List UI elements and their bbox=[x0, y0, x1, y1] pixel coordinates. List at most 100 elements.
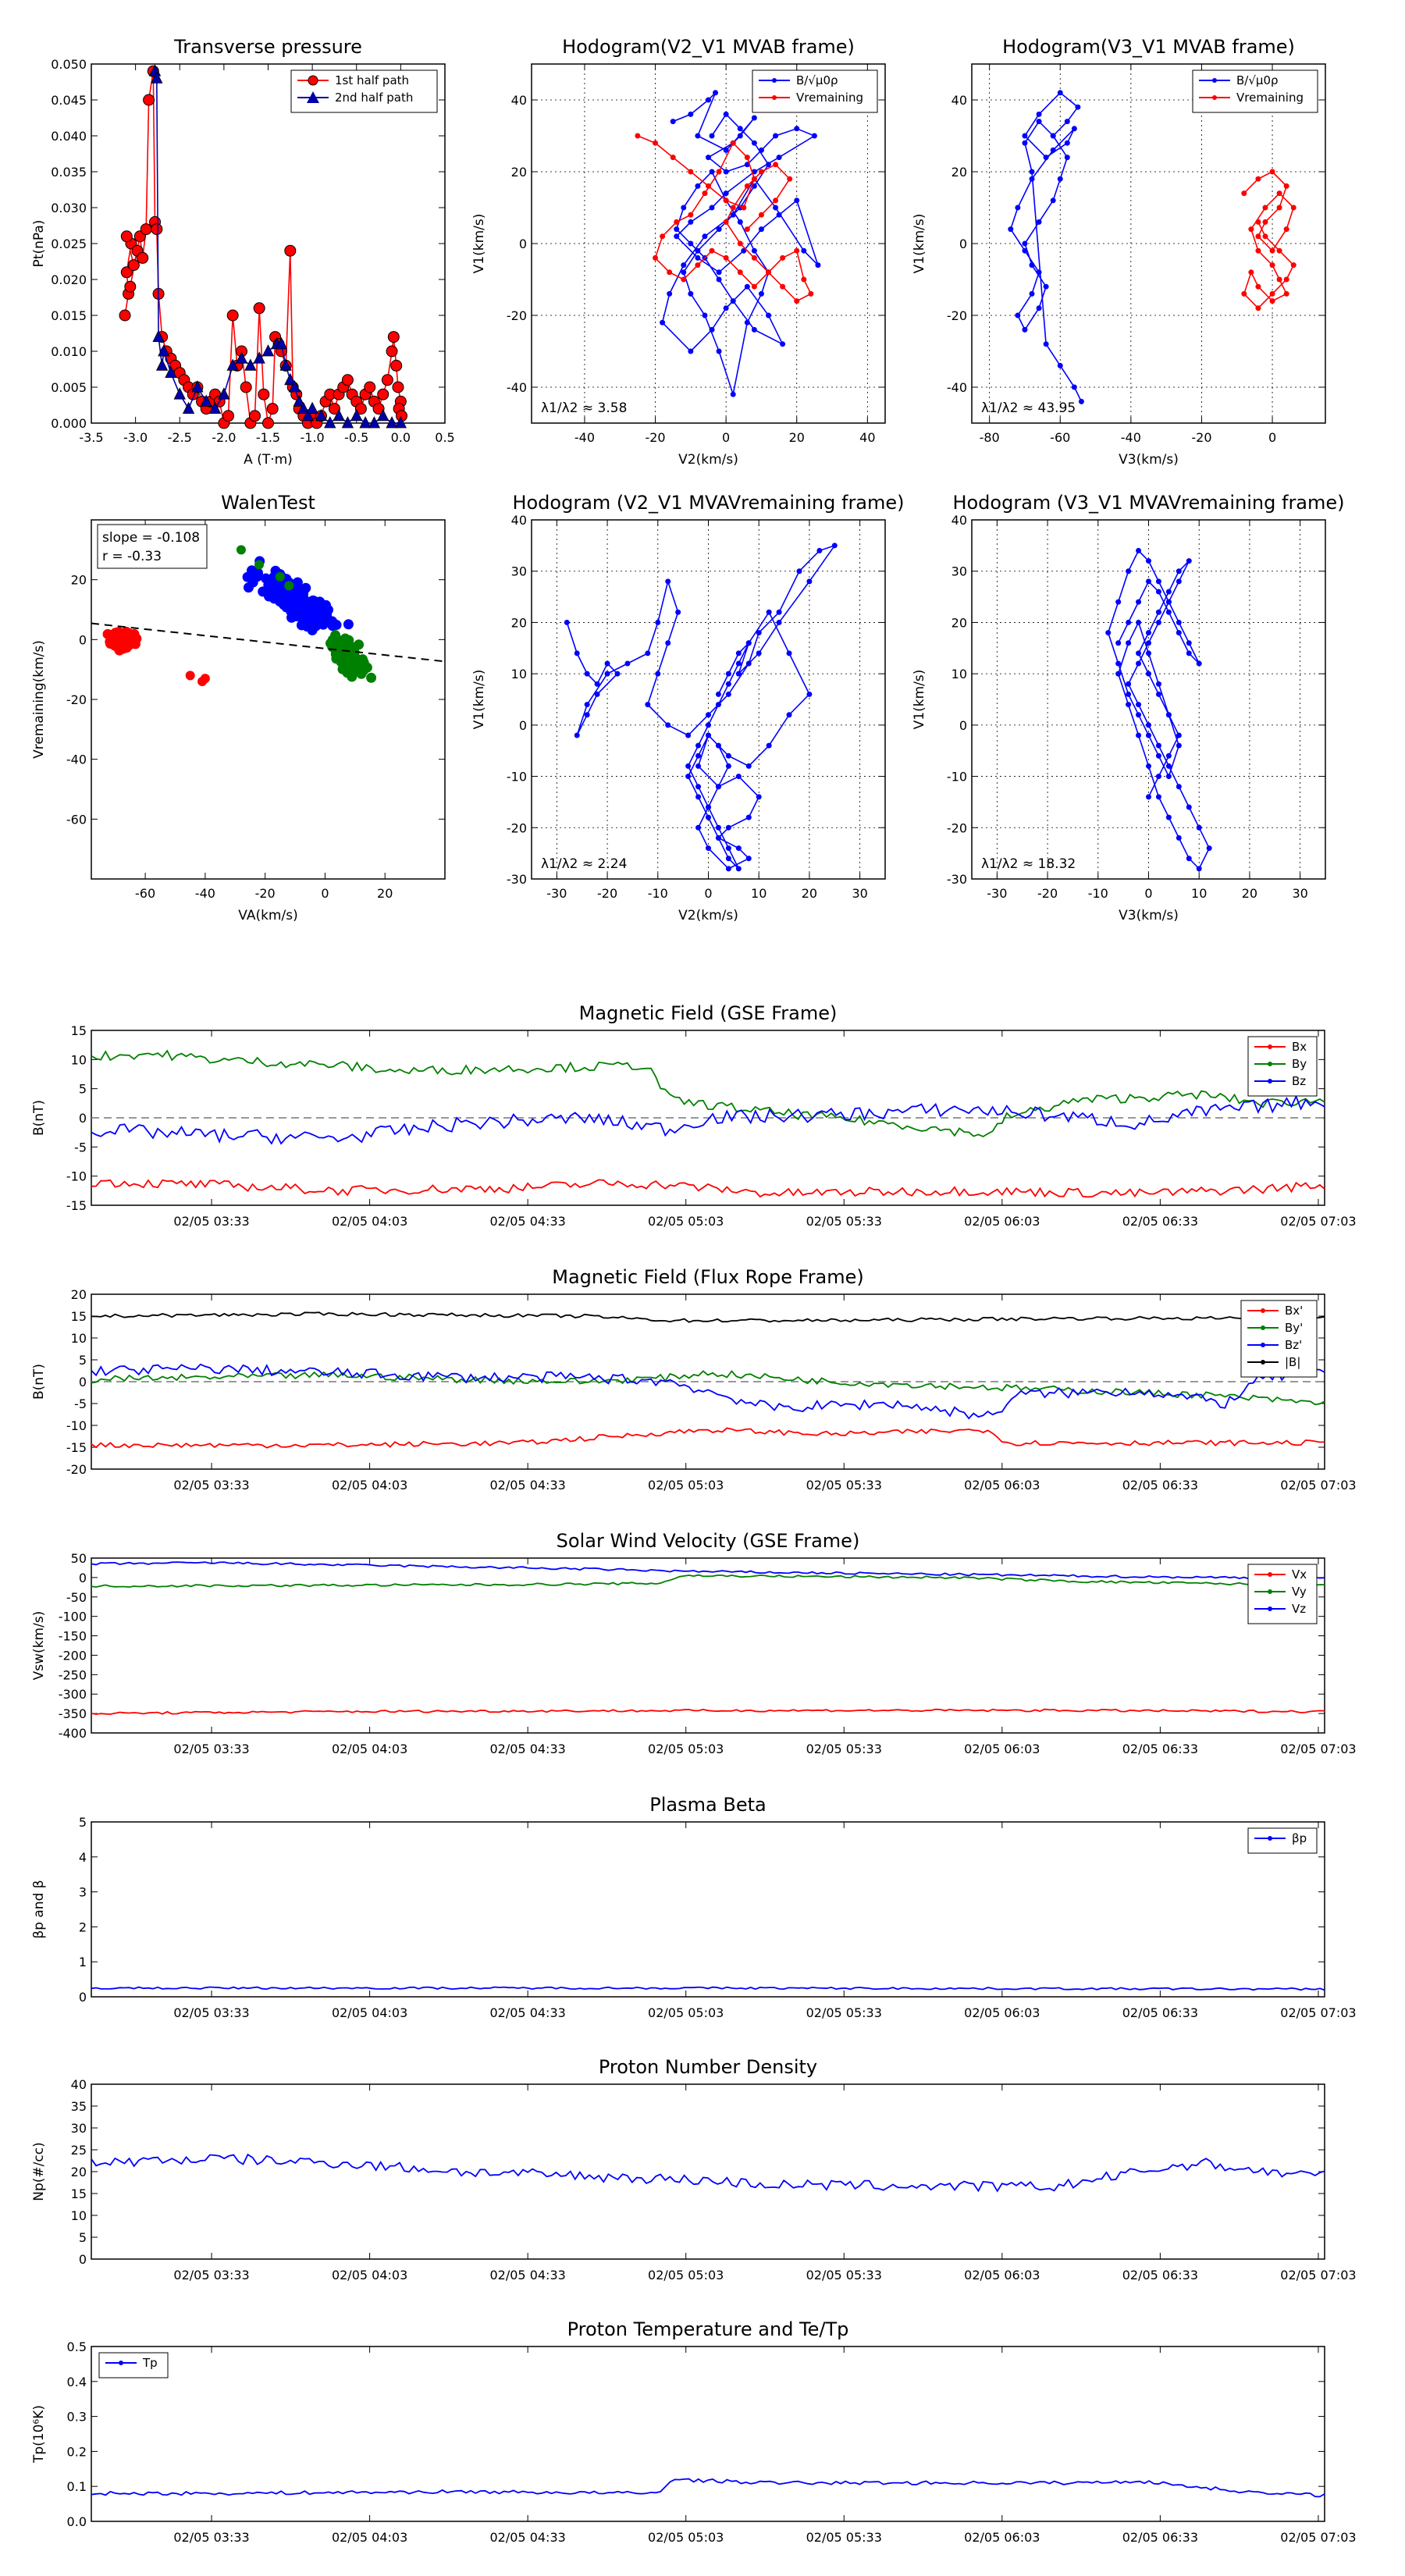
x-tick-label: 02/05 06:33 bbox=[1122, 2268, 1198, 2282]
data-point bbox=[715, 702, 721, 708]
data-point bbox=[350, 408, 363, 422]
data-point bbox=[1186, 804, 1192, 810]
y-tick-label: 20 bbox=[71, 573, 87, 588]
data-point bbox=[744, 183, 750, 189]
data-point bbox=[354, 403, 367, 415]
data-point bbox=[674, 233, 680, 240]
data-point bbox=[685, 763, 692, 769]
data-point bbox=[266, 403, 279, 415]
data-point bbox=[713, 90, 719, 96]
data-point bbox=[670, 119, 676, 125]
data-point bbox=[1176, 568, 1182, 575]
data-point bbox=[806, 691, 813, 697]
data-point bbox=[706, 155, 711, 161]
data-point bbox=[226, 358, 239, 371]
data-point bbox=[1269, 169, 1275, 175]
data-point bbox=[796, 568, 802, 575]
x-tick-label: 02/05 06:03 bbox=[964, 1742, 1040, 1756]
x-tick-label: -20 bbox=[597, 886, 617, 901]
y-tick-label: -100 bbox=[59, 1610, 87, 1624]
chart-title: Transverse pressure bbox=[173, 36, 362, 58]
x-tick-label: 02/05 04:03 bbox=[332, 1742, 407, 1756]
scatter-point bbox=[113, 642, 124, 653]
data-point bbox=[253, 351, 265, 364]
data-point bbox=[372, 403, 385, 415]
scatter-point bbox=[254, 560, 264, 570]
y-axis-label: Vremaining(km/s) bbox=[31, 640, 47, 759]
data-point bbox=[127, 259, 140, 272]
data-point bbox=[751, 140, 757, 146]
y-axis-label: βp and β bbox=[31, 1880, 47, 1938]
data-point bbox=[1050, 147, 1056, 153]
y-tick-label: -15 bbox=[66, 1440, 87, 1455]
data-point bbox=[152, 329, 165, 343]
x-tick-label: 02/05 03:33 bbox=[173, 1742, 249, 1756]
data-point bbox=[806, 578, 813, 585]
data-point bbox=[737, 269, 743, 276]
y-tick-label: 0.010 bbox=[51, 344, 87, 359]
data-point bbox=[665, 640, 671, 646]
data-point bbox=[681, 276, 687, 283]
data-point bbox=[1176, 578, 1182, 585]
scatter-point bbox=[200, 674, 210, 684]
data-point bbox=[301, 408, 315, 422]
data-point bbox=[688, 219, 694, 225]
data-point bbox=[151, 223, 163, 236]
data-point bbox=[1276, 190, 1282, 197]
data-point bbox=[604, 660, 610, 667]
data-point bbox=[745, 660, 752, 667]
x-tick-label: 02/05 05:33 bbox=[806, 1742, 882, 1756]
y-tick-label: -250 bbox=[59, 1667, 87, 1682]
x-tick-label: 02/05 07:03 bbox=[1280, 2005, 1356, 2020]
data-point bbox=[773, 133, 779, 139]
data-point bbox=[695, 753, 702, 759]
data-point bbox=[1146, 630, 1151, 636]
y-tick-label: -400 bbox=[59, 1726, 87, 1741]
data-point bbox=[392, 381, 404, 393]
legend-marker bbox=[1212, 95, 1217, 100]
scatter-point bbox=[338, 654, 349, 665]
data-point bbox=[1269, 290, 1275, 297]
data-point bbox=[324, 416, 336, 429]
data-point bbox=[1255, 247, 1261, 254]
legend-label: Vx bbox=[1292, 1567, 1307, 1582]
data-point bbox=[816, 547, 823, 553]
legend-marker bbox=[772, 78, 777, 83]
y-tick-label: 0.0 bbox=[67, 2514, 87, 2529]
data-point bbox=[1022, 247, 1028, 254]
scatter-point bbox=[330, 630, 341, 641]
data-point bbox=[1241, 290, 1247, 297]
data-point bbox=[675, 609, 681, 615]
data-point bbox=[709, 326, 715, 333]
data-point bbox=[709, 205, 715, 211]
x-tick-label: 02/05 06:03 bbox=[964, 2268, 1040, 2282]
legend-marker bbox=[1261, 1360, 1265, 1364]
chart-h1: Hodogram(V2_V1 MVAB frame) -40 -20 0 20 40 V1(… bbox=[471, 36, 886, 468]
data-point bbox=[709, 247, 715, 254]
data-point bbox=[1136, 599, 1142, 605]
y-tick-label: 5 bbox=[79, 1082, 87, 1097]
x-tick-label: 02/05 05:33 bbox=[806, 2530, 882, 2545]
x-tick-label: 02/05 05:33 bbox=[806, 1214, 882, 1229]
data-point bbox=[1029, 290, 1035, 297]
y-tick-label: 5 bbox=[79, 1353, 87, 1368]
x-tick-label: 20 bbox=[377, 886, 393, 901]
x-tick-label: 02/05 06:33 bbox=[1122, 1214, 1198, 1229]
scatter-point bbox=[331, 620, 342, 631]
data-point bbox=[143, 94, 155, 106]
data-point bbox=[1036, 219, 1042, 225]
x-tick-label: 40 bbox=[859, 430, 875, 445]
data-point bbox=[773, 197, 779, 204]
data-point bbox=[1036, 305, 1042, 311]
data-point bbox=[1283, 276, 1289, 283]
data-point bbox=[766, 742, 772, 749]
data-point bbox=[1186, 558, 1192, 564]
y-tick-label: 0.040 bbox=[51, 129, 87, 144]
x-tick-label: -60 bbox=[1050, 430, 1070, 445]
y-tick-label: 30 bbox=[951, 564, 967, 579]
data-point bbox=[716, 269, 722, 276]
data-point bbox=[735, 774, 742, 780]
data-point bbox=[766, 269, 772, 276]
data-point bbox=[1126, 568, 1132, 575]
